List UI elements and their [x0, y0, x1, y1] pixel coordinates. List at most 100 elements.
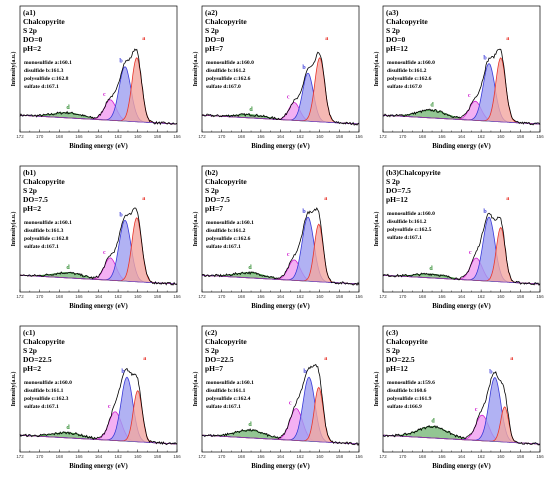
y-axis-label: Intensity(a.u.)	[192, 212, 199, 247]
x-tick-label: 172	[198, 294, 206, 299]
peak-label-c: c	[103, 92, 106, 98]
peak-fill-d	[383, 274, 540, 284]
panel-label: (c3)	[386, 328, 399, 337]
x-tick-label: 156	[173, 294, 181, 299]
peak-fill-d	[202, 430, 359, 444]
do-value: DO=0	[23, 35, 43, 44]
peak-label-b: b	[121, 369, 125, 375]
x-tick-label: 170	[218, 134, 226, 139]
x-tick-label: 172	[379, 134, 387, 139]
x-tick-label: 168	[56, 454, 64, 459]
panel-b1: a b c d 172 170 168 166 164 162 160 158 156 Binding e…	[10, 165, 181, 310]
peak-fill-d	[383, 110, 540, 124]
peak-info-d: sulfate d:167.1	[206, 244, 241, 250]
ph-value: pH=12	[386, 44, 408, 53]
peak-label-c: c	[289, 401, 292, 407]
x-tick-label: 160	[497, 134, 505, 139]
x-tick-label: 162	[296, 454, 304, 459]
x-tick-label: 170	[218, 294, 226, 299]
background-line	[382, 274, 541, 285]
y-axis-label: Intensity(a.u.)	[192, 52, 199, 87]
x-tick-label: 168	[238, 454, 246, 459]
x-tick-label: 172	[379, 294, 387, 299]
peak-info-a: monosulfide a:160.0	[387, 60, 435, 66]
spectrum-line	[201, 51, 360, 126]
peak-info-c: polysulfide c:162.6	[206, 236, 251, 242]
x-tick-label: 160	[134, 134, 142, 139]
peak-info-b: disulfide b:161.2	[387, 219, 427, 225]
panel-label: (a1)	[23, 8, 36, 17]
peak-fill-c	[383, 258, 540, 284]
ph-value: pH=7	[205, 204, 223, 213]
x-tick-label: 164	[277, 294, 285, 299]
peak-fill-d	[20, 112, 177, 124]
x-tick-label: 158	[154, 134, 162, 139]
x-tick-label: 168	[238, 294, 246, 299]
spectrum-name: S 2p	[205, 26, 219, 35]
x-tick-label: 160	[316, 294, 324, 299]
ph-value: pH=2	[23, 364, 41, 373]
peak-info-a: monosulfide a:160.1	[206, 220, 254, 226]
peak-info-c: polysulfide c:162.6	[206, 76, 251, 82]
peak-label-c: c	[475, 407, 478, 413]
peak-label-d: d	[66, 265, 70, 271]
background-line	[382, 434, 541, 445]
peak-info-d: sulfate d:167.1	[24, 404, 59, 410]
peak-fill-d	[20, 272, 177, 284]
peak-info-a: monosulfide a:160.1	[24, 220, 72, 226]
y-axis-label: Intensity(a.u.)	[373, 212, 380, 247]
peak-label-d: d	[429, 266, 433, 272]
x-axis-label: Binding energy (eV)	[432, 463, 491, 470]
spectrum-line	[19, 48, 178, 126]
peak-info-b: disulfide b:161.3	[24, 68, 64, 74]
peak-info-b: disulfide b:161.2	[206, 228, 246, 234]
x-tick-label: 160	[497, 454, 505, 459]
ph-value: pH=2	[23, 204, 41, 213]
peak-info-a: monosulfide a:160.1	[24, 60, 72, 66]
peak-info-d: sulfate d:167.0	[387, 84, 422, 90]
x-tick-label: 168	[419, 454, 427, 459]
do-value: DO=0	[386, 35, 406, 44]
peak-fill-c	[20, 257, 177, 284]
x-tick-label: 164	[458, 294, 466, 299]
peak-fill-c	[20, 99, 177, 124]
x-tick-label: 166	[257, 134, 265, 139]
panel-label: (a3)	[386, 8, 399, 17]
x-tick-label: 156	[536, 134, 544, 139]
background-line	[201, 274, 360, 285]
x-tick-label: 162	[477, 294, 485, 299]
y-axis-label: Intensity(a.u.)	[10, 372, 17, 407]
panel-c2: a b c d 172 170 168 166 164 162 160 158 156 Binding e…	[192, 325, 363, 470]
peak-info-b: disulfide b:161.2	[206, 68, 246, 74]
peak-fill-a	[383, 227, 540, 284]
x-tick-label: 156	[355, 134, 363, 139]
x-tick-label: 162	[296, 134, 304, 139]
x-tick-label: 158	[336, 294, 344, 299]
peak-info-d: sulfate d:167.1	[24, 244, 59, 250]
x-tick-label: 170	[399, 134, 407, 139]
x-tick-label: 156	[536, 454, 544, 459]
panel-a1: a b c d 172 170 168 166 164 162 160 158 156 Binding e…	[10, 5, 181, 150]
panel-c1: a b c d 172 170 168 166 164 162 160 158 156 Binding e…	[10, 325, 181, 470]
x-tick-label: 166	[257, 454, 265, 459]
peak-label-a: a	[510, 356, 513, 362]
x-tick-label: 156	[355, 294, 363, 299]
peak-info-c: polysulfide c:162.5	[387, 227, 432, 233]
spectrum-name: S 2p	[23, 26, 37, 35]
do-value: DO=22.5	[23, 355, 52, 364]
x-tick-label: 166	[438, 454, 446, 459]
panel-b3: a b c d 172 170 168 166 164 162 160 158 156 Binding e…	[373, 165, 544, 310]
ph-value: pH=12	[386, 195, 408, 204]
x-tick-label: 170	[399, 294, 407, 299]
x-tick-label: 156	[173, 454, 181, 459]
x-tick-label: 156	[173, 134, 181, 139]
spectrum-name: S 2p	[23, 346, 37, 355]
x-axis-label: Binding energy (eV)	[432, 143, 491, 150]
x-tick-label: 158	[336, 454, 344, 459]
peak-info-d: sulfate d:167.0	[206, 84, 241, 90]
peak-label-d: d	[66, 105, 70, 111]
spectrum-line	[382, 371, 541, 446]
peak-info-d: sulfate d:167.1	[206, 404, 241, 410]
peak-label-d: d	[249, 107, 253, 113]
x-tick-label: 160	[134, 454, 142, 459]
